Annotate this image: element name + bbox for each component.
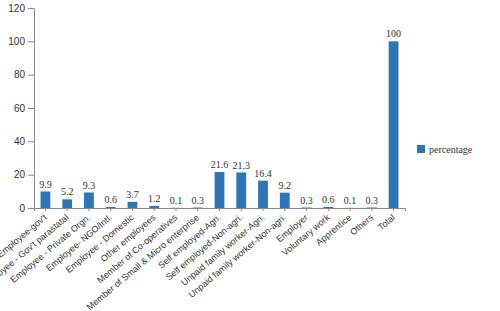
y-tick: 100 — [8, 36, 34, 47]
x-tick-mark — [219, 208, 220, 211]
bar — [323, 207, 333, 208]
legend: percentage — [417, 144, 473, 155]
bar — [236, 173, 246, 209]
legend-swatch — [417, 145, 425, 153]
data-label: 0.3 — [191, 195, 204, 206]
x-tick-mark — [154, 208, 155, 211]
data-label: 9.9 — [39, 179, 52, 190]
data-label: 0.6 — [322, 194, 335, 205]
x-tick-mark — [45, 208, 46, 211]
x-tick-mark — [241, 208, 242, 211]
y-tick: 80 — [14, 69, 34, 80]
y-tick-label: 40 — [14, 136, 26, 147]
x-tick-mark — [88, 208, 89, 211]
x-tick-mark — [328, 208, 329, 211]
x-tick: Unpaid family worker-Non-agri. — [187, 208, 288, 300]
x-tick-mark — [371, 208, 372, 211]
y-tick-mark — [28, 8, 34, 9]
y-axis-line — [34, 9, 35, 209]
y-tick: 0 — [19, 203, 34, 214]
x-tick-mark — [175, 208, 176, 211]
bar — [345, 207, 355, 208]
data-label: 9.3 — [83, 180, 96, 191]
y-tick-label: 120 — [8, 3, 25, 14]
x-tick-label: Unpaid family worker-Non-agri. — [187, 212, 288, 299]
data-label: 16.4 — [254, 168, 271, 179]
x-tick-mark — [110, 208, 111, 211]
data-label: 1.2 — [148, 193, 161, 204]
bar — [149, 206, 159, 208]
y-tick-mark — [28, 208, 34, 209]
bar — [41, 192, 51, 209]
data-label: 100 — [386, 28, 401, 39]
x-tick: Apprentice — [314, 208, 353, 248]
bar — [84, 193, 94, 209]
data-label: 0.1 — [170, 195, 183, 206]
bar — [128, 202, 138, 208]
bars — [41, 41, 399, 208]
y-tick: 20 — [14, 169, 34, 180]
y-tick-mark — [28, 175, 34, 176]
bar — [389, 41, 399, 208]
x-tick: Total — [376, 208, 397, 232]
y-tick: 120 — [8, 3, 34, 14]
x-tick-label: Unpaid family worker-Agri. — [179, 212, 266, 287]
x-tick-mark — [67, 208, 68, 211]
bar — [62, 199, 72, 208]
data-label: 0.3 — [300, 195, 313, 206]
legend-label: percentage — [429, 144, 473, 155]
x-tick-label: Others — [348, 212, 376, 237]
y-tick-label: 20 — [14, 169, 26, 180]
x-tick-mark — [284, 208, 285, 211]
bar — [215, 172, 225, 208]
y-tick-mark — [28, 108, 34, 109]
data-label: 21.6 — [211, 159, 229, 170]
y-tick-mark — [28, 41, 34, 42]
x-tick-mark — [197, 208, 198, 211]
x-tick-mark — [306, 208, 307, 211]
x-tick-mark — [132, 208, 133, 211]
data-label: 0.6 — [104, 194, 117, 205]
y-tick-label: 60 — [14, 103, 26, 114]
y-tick-label: 80 — [14, 69, 26, 80]
bar — [171, 207, 181, 208]
x-tick: Others — [348, 208, 376, 237]
y-tick: 40 — [14, 136, 34, 147]
data-labels: 9.9 5.2 9.3 0.6 3.7 1.2 0.1 0.3 21.6 21.316.4 9.2 0… — [39, 28, 401, 206]
x-tick-mark — [393, 208, 394, 211]
x-axis: Employee-gov'tEmployee - Gov't parastata… — [0, 208, 406, 311]
bar — [106, 207, 116, 208]
bar — [367, 207, 377, 208]
y-tick-mark — [28, 141, 34, 142]
y-tick-label: 100 — [8, 36, 25, 47]
bar — [193, 207, 203, 208]
chart: 0 20 40 60 80 100 120 Employee-gov'tEmployee - … — [0, 0, 500, 311]
y-tick-mark — [28, 75, 34, 76]
data-label: 3.7 — [126, 189, 139, 200]
y-tick: 60 — [14, 103, 34, 114]
plot: 0 20 40 60 80 100 120 Employee-gov'tEmployee - … — [0, 3, 406, 311]
data-label: 0.3 — [366, 195, 379, 206]
x-tick-mark — [263, 208, 264, 211]
data-label: 9.2 — [279, 180, 292, 191]
bar — [258, 181, 268, 208]
y-tick-label: 0 — [19, 203, 25, 214]
y-axis: 0 20 40 60 80 100 120 — [8, 3, 34, 214]
legend-item: percentage — [417, 144, 473, 155]
bar — [302, 207, 312, 208]
x-tick-mark — [350, 208, 351, 211]
x-axis-line — [35, 209, 406, 212]
data-label: 0.1 — [344, 195, 357, 206]
x-tick-label: Total — [376, 212, 397, 232]
data-label: 21.3 — [233, 160, 251, 171]
data-label: 5.2 — [61, 186, 74, 197]
bar — [280, 193, 290, 208]
